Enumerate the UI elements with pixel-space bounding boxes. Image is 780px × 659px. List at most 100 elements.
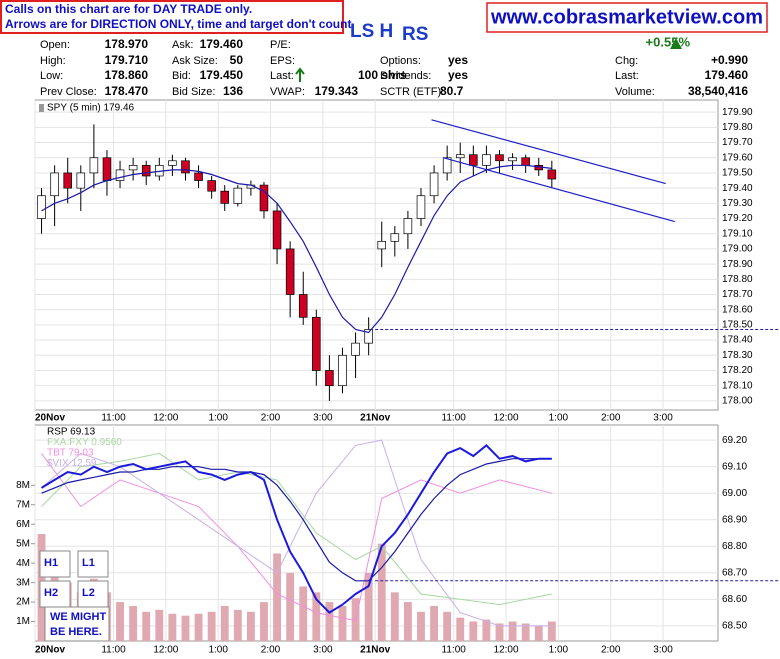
quote-value: 100 shrs [358,68,407,82]
x-tick-label: 1:00 [549,645,569,656]
candle-body [102,157,112,181]
volume-bar [273,553,281,641]
volume-bar [233,609,242,641]
candle-body [181,160,190,174]
volume-bar [521,623,530,641]
y-tick-label: 178.00 [722,396,753,407]
candle-body [442,157,452,174]
quote-value: 136 [223,84,243,98]
x-tick-label: 11:00 [101,413,126,424]
trend-line [443,157,675,223]
price-line [40,444,552,614]
volume-bar [390,592,399,641]
y-tick-label: 179.30 [722,198,753,209]
candle-body [351,342,360,356]
y-tick-label: 178.10 [722,380,753,391]
quote-value: yes [448,68,468,82]
candle-body [416,195,426,219]
candle-body [429,172,439,197]
volume-tick-label: 8M [16,480,30,491]
candle-body [76,172,86,189]
y-tick-label: 179.50 [722,168,753,179]
candle-body [403,218,413,235]
y-tick-label: 178.50 [722,320,753,331]
y-tick-label: 179.90 [722,107,753,118]
quote-label: Open: [40,39,70,51]
volume-bar [482,619,491,641]
annotation: L2 [82,587,95,599]
quote-value: +0.990 [711,53,748,67]
candle-body [482,154,491,166]
volume-tick-label: 4M [16,558,30,569]
quote-label: Volume: [615,86,655,98]
y-tick-label: 179.20 [722,213,753,224]
annotation-box [44,606,110,642]
candle-body [298,294,308,318]
y-tick-label: 179.80 [722,122,753,133]
site: www.cobrasmarketview.com [490,6,763,28]
y-tick-label: 68.80 [722,541,747,552]
y-tick-label: 68.70 [722,567,747,578]
volume-bar [325,602,334,641]
quote-value: 50 [230,53,244,67]
candle-body [220,190,229,204]
volume-bar [246,611,255,641]
volume-tick-label: 1M [16,616,30,627]
volume-bar [220,605,229,641]
candle-body [285,248,295,295]
y-tick-label: 179.60 [722,152,753,163]
volume-tick-label: 3M [16,577,30,588]
volume-bar [469,621,478,641]
chart-label: SPY (5 min) 179.46 [47,103,135,114]
candle-body [194,172,203,181]
candle-body [312,316,321,371]
annotation-box [39,580,71,608]
quote-label: Dividends: [380,70,431,82]
y-tick-label: 68.60 [722,594,747,605]
quote-label: Options: [380,55,421,67]
candle-body [455,154,465,159]
volume-bar [168,613,177,641]
volume-bar [194,613,203,641]
x-tick-label: 1:00 [549,413,569,424]
x-tick-label: 12:00 [153,413,178,424]
annotation: L1 [82,557,95,569]
y-tick-label: 68.50 [722,621,747,632]
quote-label: EPS: [270,55,295,67]
volume-bar [260,602,268,641]
annotation: WE MIGHT [50,611,106,623]
quote-value: 179.450 [200,68,244,82]
quote-label: Chg: [615,55,638,67]
quote-value: 179.710 [105,53,149,67]
x-tick-label: 2:00 [601,413,621,424]
x-tick-label: 3:00 [653,413,673,424]
moving-average [41,458,552,582]
annotation-box [77,550,109,578]
volume-bar [547,621,556,641]
volume-bar [534,625,543,641]
quote-label: Prev Close: [40,86,97,98]
candle-body [50,172,59,197]
quote-label: Last: [270,70,294,82]
volume-bar [377,543,386,641]
candle-body [377,240,387,250]
volume-bar [207,611,216,641]
site-box [486,2,768,33]
volume-tick-label: 6M [16,519,30,530]
y-tick-label: 69.20 [722,435,747,446]
annotation-box [39,550,71,578]
volume-bar [142,611,151,641]
volume-bar [129,605,138,641]
quote-value: 179.460 [705,68,749,82]
candle-body [37,195,46,219]
candle-body [521,157,530,166]
x-tick-label: 12:00 [494,645,519,656]
candle-body [233,187,243,204]
volume-bar [155,609,164,641]
candle-body [168,160,177,166]
candle-body [508,157,517,162]
quote-value: 178.470 [105,84,149,98]
up-arrow [295,67,305,82]
